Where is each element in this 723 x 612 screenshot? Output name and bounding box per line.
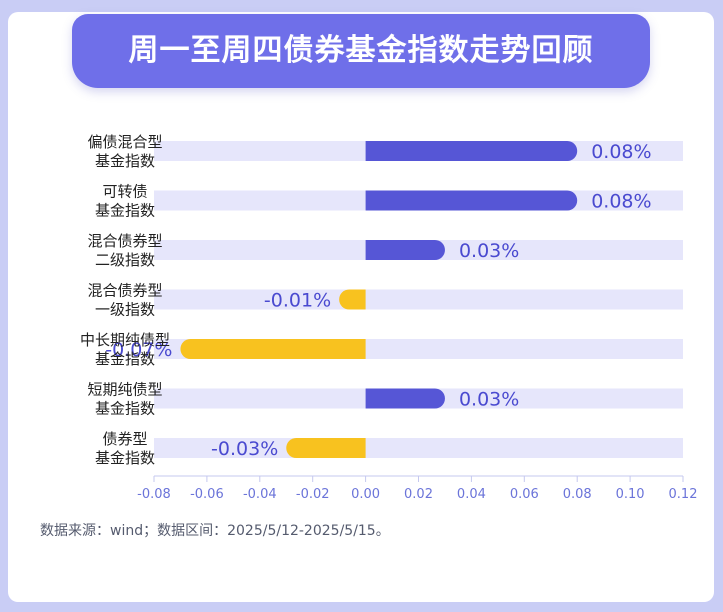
chart-title: 周一至周四债券基金指数走势回顾 [128, 33, 594, 68]
category-label: 基金指数 [95, 350, 155, 368]
category-label: 基金指数 [95, 400, 155, 418]
x-tick-label: 0.04 [457, 487, 486, 502]
bar [339, 289, 366, 310]
category-label: 二级指数 [95, 251, 155, 269]
bar-track [154, 438, 683, 458]
bar [286, 438, 366, 458]
data-label: -0.03% [211, 438, 278, 460]
category-label: 混合债券型 [87, 232, 162, 250]
bar [365, 190, 578, 211]
category-label: 偏债混合型 [87, 133, 162, 151]
x-tick-label: 0.10 [616, 487, 645, 502]
category-label: 基金指数 [95, 152, 155, 170]
x-tick-label: -0.06 [190, 487, 224, 502]
bar [365, 141, 578, 161]
category-label: 短期纯债型 [87, 381, 162, 399]
title-banner: 周一至周四债券基金指数走势回顾 [72, 14, 650, 88]
category-label: 中长期纯债型 [80, 331, 170, 349]
x-tick-label: 0.06 [510, 487, 539, 502]
bar [365, 388, 445, 409]
x-tick-label: -0.08 [137, 487, 171, 502]
category-label: 一级指数 [95, 301, 155, 319]
data-label: 0.08% [591, 191, 651, 213]
data-label: -0.07% [105, 339, 172, 361]
data-label: -0.01% [264, 290, 331, 312]
bar [365, 240, 445, 260]
data-label: 0.03% [459, 240, 519, 262]
category-label: 可转债 [102, 183, 147, 201]
category-label: 基金指数 [95, 449, 155, 467]
category-label: 混合债券型 [87, 282, 162, 300]
bar [180, 339, 366, 359]
x-tick-label: 0.02 [404, 487, 433, 502]
source-note: 数据来源：wind；数据区间：2025/5/12-2025/5/15。 [40, 523, 390, 539]
x-tick-label: -0.02 [296, 487, 330, 502]
category-label: 基金指数 [95, 202, 155, 220]
category-label: 债券型 [102, 430, 147, 448]
x-tick-label: 0.12 [669, 487, 698, 502]
data-label: 0.03% [459, 389, 519, 411]
x-tick-label: -0.04 [243, 487, 277, 502]
data-label: 0.08% [591, 141, 651, 163]
x-tick-label: 0.00 [351, 487, 380, 502]
bar-track [154, 289, 683, 310]
x-tick-label: 0.08 [563, 487, 592, 502]
